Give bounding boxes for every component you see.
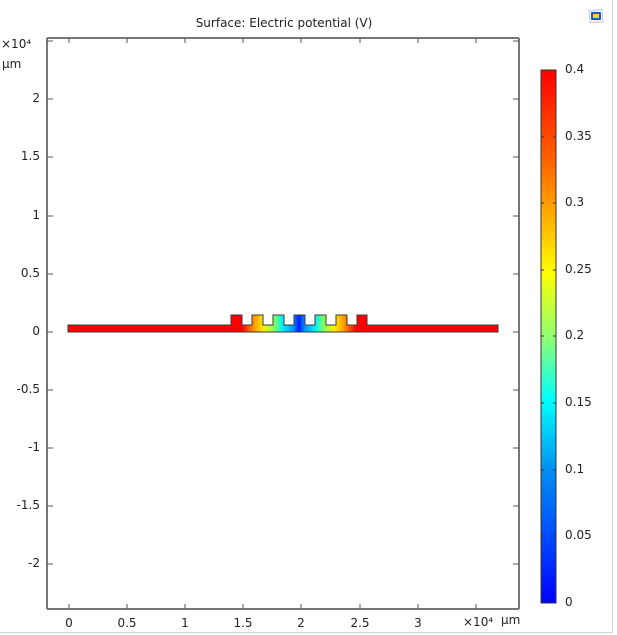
colorbar-label: 0.4: [565, 62, 585, 76]
x-ticks: [68, 38, 477, 609]
y-ticks: [47, 40, 519, 565]
colorbar-label: 0.35: [565, 129, 592, 143]
y-tick-label: 0: [32, 324, 40, 338]
colorbar: [540, 69, 557, 604]
x-tick-label: 2.5: [350, 616, 370, 630]
y-tick-label: -1: [28, 440, 40, 454]
y-tick-label: -2: [28, 556, 40, 570]
y-axis-unit: μm: [2, 57, 22, 71]
colorbar-label: 0.1: [565, 462, 585, 476]
x-tick-label: 1.5: [233, 616, 253, 630]
x-axis-multiplier: ×10⁴: [463, 615, 494, 629]
geometry-surface: [67, 314, 499, 333]
colorbar-label: 0.3: [565, 195, 585, 209]
render-view-icon[interactable]: [587, 7, 605, 25]
x-tick-label: 1: [181, 616, 189, 630]
colorbar-label: 0.25: [565, 262, 592, 276]
y-tick-label: 2: [32, 91, 40, 105]
chart-title: Surface: Electric potential (V): [195, 16, 373, 30]
y-tick-label: -1.5: [16, 498, 40, 512]
y-tick-label: 1: [32, 208, 40, 222]
x-tick-label: 2: [297, 616, 305, 630]
colorbar-label: 0: [565, 595, 573, 609]
colorbar-label: 0.2: [565, 328, 585, 342]
x-tick-label: 3: [414, 616, 422, 630]
y-axis-multiplier: ×10⁴: [1, 37, 32, 51]
y-tick-label: -0.5: [16, 382, 40, 396]
x-tick-label: 0.5: [117, 616, 137, 630]
y-tick-label: 0.5: [20, 266, 40, 280]
y-tick-label: 1.5: [20, 149, 40, 163]
colorbar-label: 0.05: [565, 528, 592, 542]
x-axis-unit: μm: [501, 613, 521, 627]
axes-frame: [46, 37, 520, 610]
colorbar-label: 0.15: [565, 395, 592, 409]
x-tick-label: 0: [65, 616, 73, 630]
